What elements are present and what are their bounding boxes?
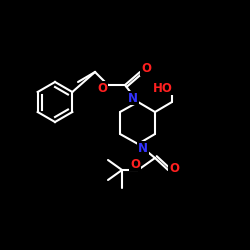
Text: O: O	[141, 62, 151, 76]
Text: N: N	[128, 92, 138, 104]
Text: N: N	[138, 142, 148, 154]
Text: O: O	[97, 82, 107, 94]
Text: HO: HO	[153, 82, 173, 94]
Text: O: O	[130, 158, 140, 170]
Text: O: O	[169, 162, 179, 175]
